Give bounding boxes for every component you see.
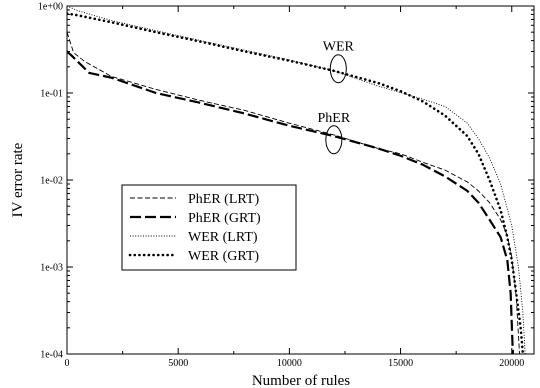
series-line-2 <box>67 50 514 354</box>
y-tick-label: 1e-04 <box>40 350 63 361</box>
y-axis-label: IV error rate <box>10 142 26 217</box>
y-tick-label: 1e-01 <box>40 89 63 100</box>
legend-label: WER (GRT) <box>188 249 259 264</box>
x-tick-label: 0 <box>65 358 70 369</box>
annotation-marker <box>325 125 343 155</box>
x-tick-label: 10000 <box>277 358 302 369</box>
legend-label: PhER (LRT) <box>188 192 259 207</box>
x-tick-label: 20000 <box>499 358 524 369</box>
x-axis-label: Number of rules <box>252 373 350 388</box>
y-tick-label: 1e-02 <box>40 176 63 187</box>
legend-label: WER (LRT) <box>188 230 258 245</box>
x-tick-label: 15000 <box>388 358 413 369</box>
x-tick-label: 5000 <box>168 358 188 369</box>
annotation-marker <box>329 54 347 84</box>
legend-label: PhER (GRT) <box>188 211 261 226</box>
y-tick-label: 1e+00 <box>38 2 63 13</box>
annotations: WER PhER <box>318 40 355 155</box>
legend: PhER (LRT) PhER (GRT) WER (LRT) WER (GRT) <box>121 184 297 271</box>
series-group <box>67 6 526 354</box>
y-tick-label: 1e-03 <box>40 263 63 274</box>
annotation-label: WER <box>323 40 355 55</box>
series-line-4 <box>67 12 525 354</box>
plot-frame <box>66 5 535 355</box>
legend-box <box>121 184 297 271</box>
annotation-label: PhER <box>318 111 351 126</box>
